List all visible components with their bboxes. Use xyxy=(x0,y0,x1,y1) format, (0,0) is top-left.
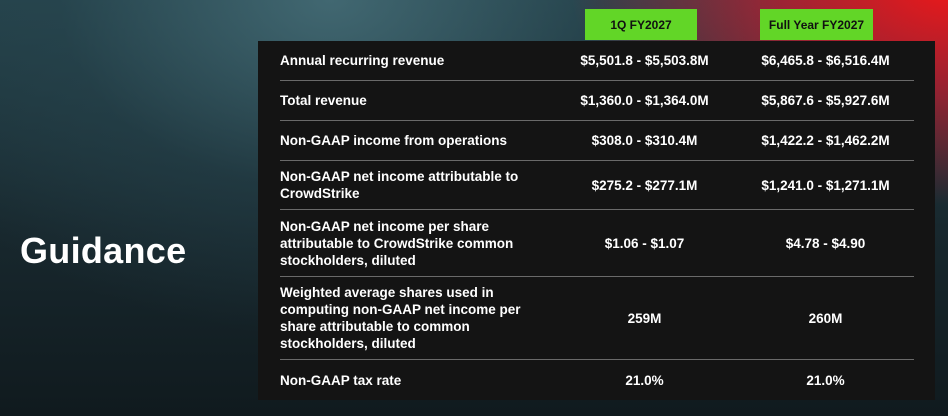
table-row-total-revenue: Total revenue $1,360.0 - $1,364.0M $5,86… xyxy=(280,81,914,121)
row-value-1q: $275.2 - $277.1M xyxy=(591,177,698,193)
row-label: Total revenue xyxy=(280,93,367,108)
page-title: Guidance xyxy=(20,230,187,271)
column-header-full-year-fy2027: Full Year FY2027 xyxy=(760,9,873,40)
table-row-weighted-average-shares: Weighted average shares used in computin… xyxy=(280,277,914,360)
row-label: Non-GAAP net income attributable to Crow… xyxy=(280,169,519,201)
row-value-full-year: $1,241.0 - $1,271.1M xyxy=(761,177,890,193)
row-label: Non-GAAP tax rate xyxy=(280,372,402,388)
table-row-non-gaap-income-from-operations: Non-GAAP income from operations $308.0 -… xyxy=(280,121,914,161)
row-value-1q: $1.06 - $1.07 xyxy=(604,235,685,251)
guidance-table: Annual recurring revenue $5,501.8 - $5,5… xyxy=(258,41,935,400)
column-header-1q-fy2027: 1Q FY2027 xyxy=(585,9,697,40)
row-value-1q: 259M xyxy=(627,310,662,326)
row-value-1q: $308.0 - $310.4M xyxy=(591,133,698,148)
row-value-1q: $5,501.8 - $5,503.8M xyxy=(580,53,709,68)
row-label: Weighted average shares used in computin… xyxy=(280,285,521,351)
row-label: Non-GAAP net income per share attributab… xyxy=(280,218,514,268)
table-row-non-gaap-tax-rate: Non-GAAP tax rate 21.0% 21.0% xyxy=(280,360,914,400)
row-value-full-year: $4.78 - $4.90 xyxy=(785,235,866,251)
row-label: Non-GAAP income from operations xyxy=(280,133,508,148)
row-value-1q: $1,360.0 - $1,364.0M xyxy=(580,93,709,108)
row-label: Annual recurring revenue xyxy=(280,53,445,68)
row-value-full-year: 260M xyxy=(808,310,843,326)
table-row-non-gaap-net-income: Non-GAAP net income attributable to Crow… xyxy=(280,161,914,210)
table-row-non-gaap-eps: Non-GAAP net income per share attributab… xyxy=(280,210,914,277)
row-value-1q: 21.0% xyxy=(625,372,664,388)
row-value-full-year: $5,867.6 - $5,927.6M xyxy=(761,93,890,108)
table-row-annual-recurring-revenue: Annual recurring revenue $5,501.8 - $5,5… xyxy=(280,41,914,81)
row-value-full-year: 21.0% xyxy=(806,372,845,388)
row-value-full-year: $1,422.2 - $1,462.2M xyxy=(761,133,890,148)
row-value-full-year: $6,465.8 - $6,516.4M xyxy=(761,53,890,68)
